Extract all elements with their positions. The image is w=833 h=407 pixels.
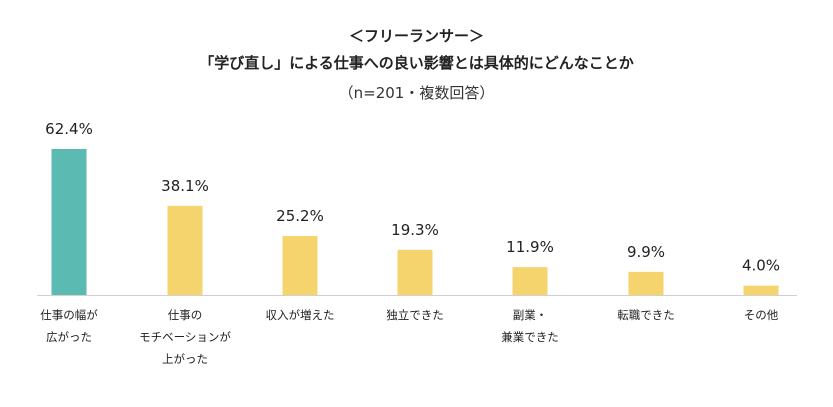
- bar-2: [282, 236, 318, 295]
- bar-6: [743, 285, 779, 295]
- value-label-4: 11.9%: [506, 238, 554, 256]
- category-label-1: 仕事のモチベーションが 上がった: [130, 304, 240, 370]
- category-label-0-line-1: 広がった: [46, 330, 92, 344]
- chart-subtitle: （n=201・複数回答）: [338, 84, 495, 102]
- value-label-2: 25.2%: [276, 207, 324, 225]
- chart-title: 「学び直し」による仕事への良い影響とは具体的にどんなことか: [199, 54, 634, 72]
- category-label-6-line-0: その他: [743, 308, 779, 322]
- category-label-1-line-1: モチベーションが: [139, 330, 231, 344]
- value-label-5: 9.9%: [627, 243, 665, 261]
- category-label-1-line-0: 仕事の: [167, 308, 203, 322]
- bar-5: [628, 271, 664, 295]
- category-label-1-line-2: 上がった: [162, 352, 208, 366]
- value-label-1: 38.1%: [161, 177, 209, 195]
- bar-1: [167, 205, 203, 295]
- bar-4: [512, 267, 548, 295]
- category-label-3-line-0: 独立できた: [386, 308, 444, 322]
- category-label-4-line-0: 副業・: [512, 308, 548, 322]
- value-label-0: 62.4%: [45, 120, 93, 138]
- bar-0: [51, 149, 87, 295]
- category-label-5: 転職できた: [591, 304, 701, 326]
- category-label-5-line-0: 転職できた: [617, 308, 675, 322]
- category-label-4: 副業・ 兼業できた: [475, 304, 585, 348]
- category-label-3: 独立できた: [360, 304, 470, 326]
- category-label-4-line-1: 兼業できた: [501, 330, 559, 344]
- value-label-3: 19.3%: [391, 221, 439, 239]
- chart-title-segment: ＜フリーランサー＞: [348, 27, 484, 45]
- category-label-2: 収入が増えた: [245, 304, 355, 326]
- category-label-6: その他: [706, 304, 816, 326]
- category-label-2-line-0: 収入が増えた: [265, 308, 335, 322]
- category-label-0-line-0: 仕事の幅が: [40, 308, 98, 322]
- bar-3: [397, 249, 433, 295]
- value-label-6: 4.0%: [742, 257, 780, 275]
- category-label-0: 仕事の幅が 広がった: [14, 304, 124, 348]
